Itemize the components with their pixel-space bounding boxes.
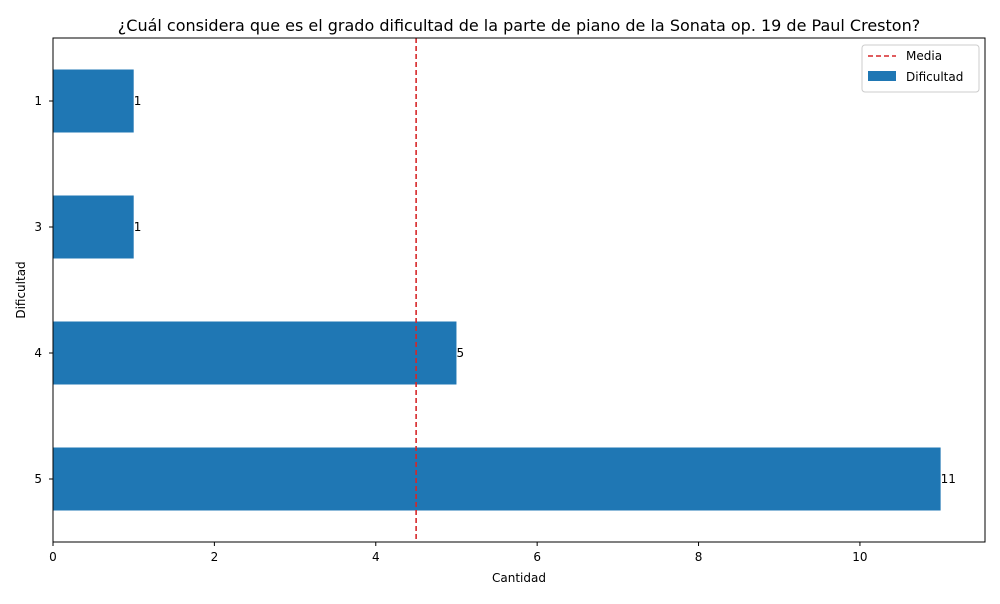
bar-value-label-3: 1 <box>134 220 142 234</box>
x-axis-ticks: 0 2 4 6 8 10 <box>49 542 868 564</box>
y-axis-label: Dificultad <box>14 261 28 318</box>
chart-title: ¿Cuál considera que es el grado dificult… <box>118 16 920 35</box>
bar-3 <box>53 195 134 259</box>
legend-bar-label: Dificultad <box>906 70 963 84</box>
y-tick-label-1: 1 <box>34 94 42 108</box>
bar-value-label-4: 5 <box>456 346 464 360</box>
y-tick-label-3: 3 <box>34 220 42 234</box>
y-axis-ticks: 1 3 4 5 <box>34 94 53 486</box>
legend-mean-label: Media <box>906 49 942 63</box>
bars-group <box>53 69 941 511</box>
x-tick-label-2: 2 <box>211 550 219 564</box>
bar-1 <box>53 69 134 133</box>
bar-value-label-5: 11 <box>941 472 956 486</box>
x-tick-label-0: 0 <box>49 550 57 564</box>
bar-value-label-1: 1 <box>134 94 142 108</box>
x-axis-label: Cantidad <box>492 571 546 585</box>
y-tick-label-5: 5 <box>34 472 42 486</box>
bar-4 <box>53 321 457 385</box>
x-tick-label-10: 10 <box>852 550 867 564</box>
legend: Media Dificultad <box>861 44 980 93</box>
y-tick-label-4: 4 <box>34 346 42 360</box>
x-tick-label-8: 8 <box>695 550 703 564</box>
x-tick-label-6: 6 <box>533 550 541 564</box>
plot-frame <box>52 37 986 543</box>
legend-bar-swatch <box>868 71 896 81</box>
bar-5 <box>53 447 941 511</box>
x-tick-label-4: 4 <box>372 550 380 564</box>
